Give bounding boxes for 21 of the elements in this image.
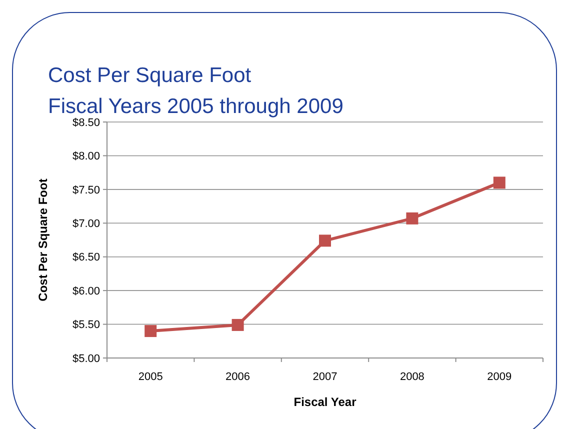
point: [232, 318, 244, 331]
point: [493, 176, 506, 189]
point: [144, 325, 157, 338]
y-tick-label: $6.00: [72, 285, 100, 298]
y-axis-title: Cost Per Square Foot: [36, 178, 50, 302]
point: [319, 234, 331, 247]
x-tick-label: 2005: [138, 371, 163, 383]
x-tick-label: 2008: [400, 371, 424, 383]
y-tick-label: $5.50: [72, 319, 100, 332]
y-tick-label: $7.00: [72, 218, 100, 230]
chart-title: Cost Per Square Foot Fiscal Years 2005 through 2009: [48, 64, 344, 118]
y-tick-label: $5.00: [72, 352, 100, 365]
x-tick-label: 2007: [312, 371, 338, 383]
point: [406, 212, 418, 224]
y-tick-label: $7.50: [72, 184, 100, 196]
y-tick-label: $8.50: [72, 116, 100, 129]
x-tick-label: 2009: [487, 371, 512, 383]
y-tick-label: $8.00: [72, 150, 100, 163]
x-tick-label: 2006: [226, 371, 250, 383]
x-axis-title: Fiscal Year: [294, 395, 357, 409]
y-tick-label: $6.50: [72, 252, 100, 264]
